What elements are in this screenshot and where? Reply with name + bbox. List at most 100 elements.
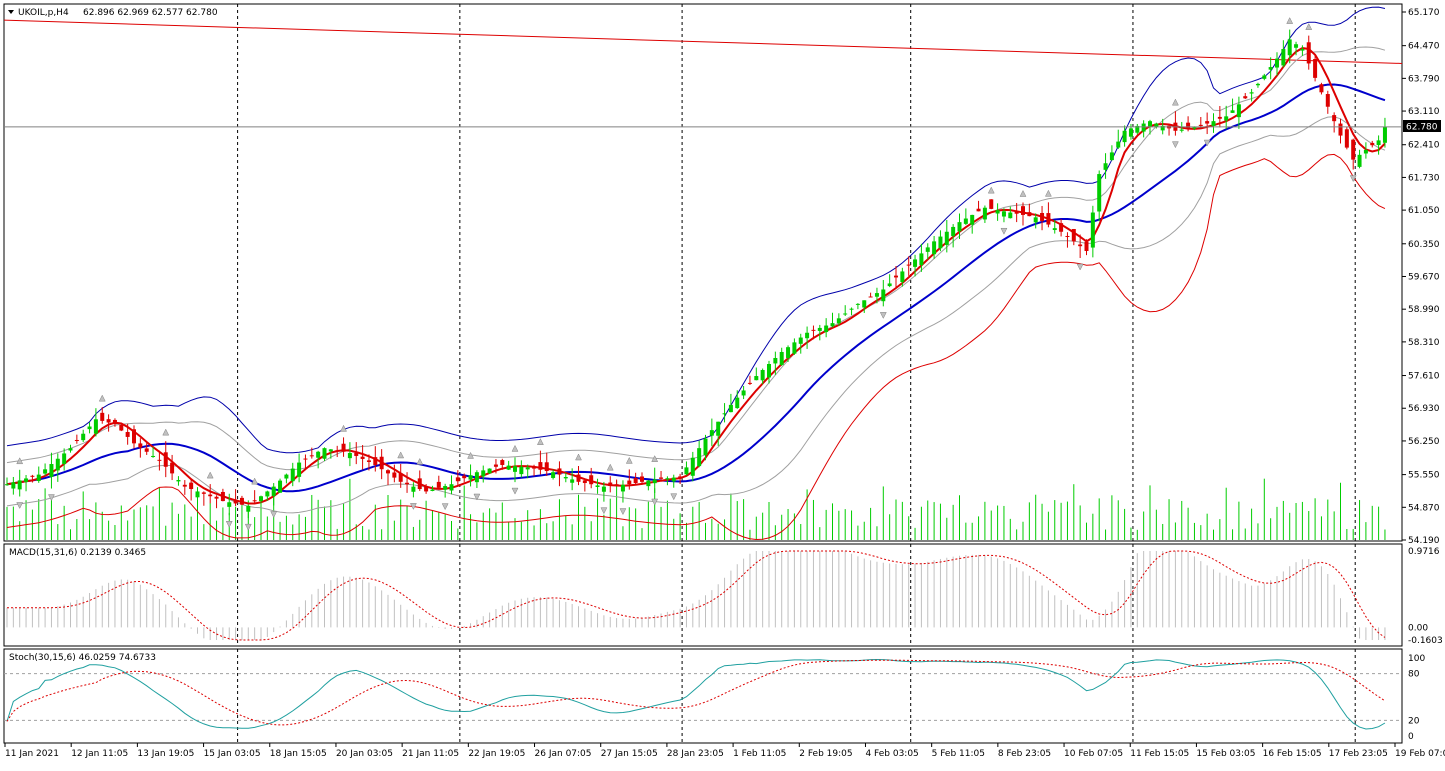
candle-body	[919, 253, 924, 265]
candle-body	[913, 259, 918, 267]
candle-body	[1033, 217, 1038, 223]
volume-bars	[6, 478, 1386, 540]
candle-body	[170, 462, 175, 474]
candle-body	[366, 460, 371, 462]
candle-body	[309, 455, 314, 457]
candle-body	[455, 477, 460, 482]
fractal-up-icon	[251, 477, 259, 485]
candle-body	[1363, 150, 1368, 154]
fractal-up-icon	[206, 471, 214, 479]
fractal-up-icon	[511, 444, 519, 452]
candle-body	[1078, 244, 1083, 247]
candle-body	[259, 496, 263, 502]
current-price-tag	[1403, 120, 1441, 132]
price-tick-label: 57.610	[1408, 372, 1440, 382]
candle-body	[627, 480, 632, 485]
candle-body	[87, 426, 92, 430]
candle-body	[1287, 39, 1292, 56]
fractal-up-icon	[536, 438, 544, 445]
candle-body	[201, 492, 206, 494]
candle-body	[570, 479, 575, 483]
stoch-tick-label: 0	[1408, 732, 1414, 742]
candle-body	[582, 480, 587, 484]
candle-body	[62, 453, 67, 464]
fractal-down-icon	[270, 511, 278, 519]
candle-body	[843, 313, 848, 315]
candle-body	[360, 456, 365, 459]
candle-body	[684, 467, 689, 475]
candle-body	[1370, 142, 1375, 146]
candle-body	[779, 351, 784, 365]
candle-body	[68, 448, 73, 451]
candles[interactable]	[5, 29, 1387, 519]
candle-body	[24, 478, 29, 482]
candle-body	[659, 477, 664, 479]
candle-body	[303, 458, 308, 460]
candle-body	[487, 468, 492, 474]
candle-body	[760, 370, 765, 381]
candle-body	[405, 482, 410, 485]
candle-body	[589, 475, 594, 485]
candle-body	[265, 491, 270, 497]
stoch-main-line	[6, 658, 1386, 730]
candle-body	[392, 472, 397, 478]
candle-body	[1027, 212, 1032, 217]
candle-body	[646, 480, 651, 487]
candle-body	[74, 439, 79, 441]
candle-body	[1141, 123, 1146, 132]
candle-body	[157, 459, 162, 461]
fractal-up-icon	[625, 456, 633, 464]
candle-body	[1135, 125, 1140, 133]
candle-body	[49, 464, 54, 477]
candle-body	[1186, 122, 1191, 129]
candle-body	[874, 293, 879, 297]
candle-body	[671, 477, 676, 482]
candle-body	[1338, 123, 1343, 136]
price-tick-label: 63.790	[1408, 74, 1440, 84]
fractal-down-icon	[409, 503, 417, 510]
candle-body	[532, 467, 537, 469]
candle-body	[1097, 174, 1102, 212]
price-tick-label: 54.190	[1408, 536, 1440, 546]
fractal-up-icon	[1019, 189, 1027, 197]
price-axis: 65.170 64.470 63.790 63.110 62.410 61.730 61.0…	[1402, 8, 1440, 546]
candle-body	[417, 478, 422, 490]
candle-body	[151, 455, 156, 457]
candle-body	[608, 482, 613, 487]
candle-body	[220, 491, 225, 502]
dropdown-arrow-icon[interactable]	[8, 10, 14, 14]
fractal-down-icon	[619, 508, 627, 516]
candle-body	[233, 499, 238, 504]
candle-body	[1154, 123, 1159, 127]
candle-body	[119, 424, 124, 431]
candle-body	[1325, 94, 1330, 107]
time-tick-label: 19 Feb 07:05	[1395, 749, 1445, 759]
fractal-down-icon	[225, 521, 233, 528]
time-tick-label: 18 Jan 15:05	[270, 749, 327, 759]
price-tick-label: 65.170	[1408, 8, 1440, 18]
candle-body	[855, 303, 860, 305]
fractal-down-icon	[1203, 139, 1211, 147]
bollinger-upper-line	[6, 6, 1386, 454]
candle-body	[563, 477, 568, 479]
candle-body	[1255, 83, 1260, 86]
time-tick-label: 12 Jan 11:05	[71, 749, 128, 759]
price-tick-label: 54.870	[1408, 503, 1440, 513]
candle-body	[1071, 228, 1076, 242]
candle-body	[195, 491, 200, 498]
candle-body	[595, 485, 600, 487]
time-tick-label: 1 Feb 11:05	[733, 749, 786, 759]
candle-body	[284, 474, 289, 479]
candle-body	[1008, 212, 1013, 219]
candle-body	[335, 450, 340, 452]
price-tick-label: 60.350	[1408, 240, 1440, 250]
candle-body	[227, 502, 232, 507]
candle-body	[430, 489, 435, 491]
candle-body	[1357, 154, 1362, 167]
candle-body	[1065, 235, 1070, 237]
fractal-up-icon	[98, 394, 106, 402]
candle-body	[773, 357, 778, 364]
time-tick-label: 11 Jan 2021	[5, 749, 59, 759]
